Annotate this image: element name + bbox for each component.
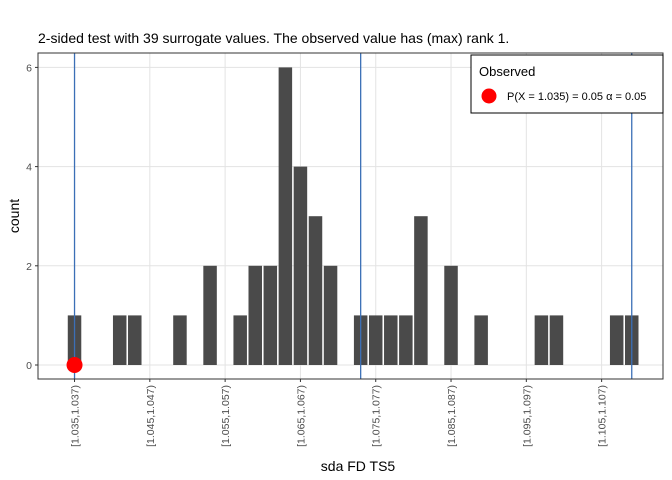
bar [474,315,488,365]
legend-key-point [481,88,497,104]
x-tick-label: [1.065,1.067) [295,385,307,447]
bar [414,216,428,365]
y-tick-label: 6 [26,62,32,74]
y-axis: 0 2 4 6 [26,62,38,372]
x-tick-label: [1.055,1.057) [220,385,232,447]
bar [128,315,142,365]
bar [549,315,564,365]
bar [248,265,262,365]
bar [173,315,187,365]
x-tick-label: [1.045,1.047) [145,385,157,447]
y-tick-label: 2 [26,261,32,273]
bar [278,67,293,366]
bars-layer [67,67,639,366]
bar [293,166,308,365]
legend-box [470,54,664,114]
bar [609,315,624,365]
bar [384,315,398,365]
bar [323,265,338,365]
x-tick-label: [1.095,1.097) [521,385,533,447]
bar [112,315,127,365]
y-tick-label: 0 [26,360,32,372]
panel-border [37,52,664,380]
x-tick-label: [1.085,1.087) [446,385,458,447]
x-axis: [1.035,1.037) [1.045,1.047) [1.055,1.057) [… [70,379,609,447]
bar [263,265,278,365]
observed-point-layer [66,357,83,373]
bar [444,265,458,365]
bar [203,265,217,365]
x-tick-label: [1.075,1.077) [371,385,383,447]
bar [534,315,549,365]
x-tick-label: [1.105,1.107) [597,385,609,447]
bar [399,315,413,365]
bar [368,315,383,365]
y-axis-title: count [6,199,22,233]
bar [233,315,247,365]
chart-title: 2-sided test with 39 surrogate values. T… [38,30,509,46]
y-tick-label: 4 [26,162,32,174]
x-tick-label: [1.035,1.037) [70,385,82,447]
bar [308,216,323,365]
legend-title: Observed [479,64,535,79]
legend-label: P(X = 1.035) = 0.05 α = 0.05 [507,91,646,103]
x-axis-title: sda FD TS5 [321,458,396,474]
observed-point [66,357,83,373]
legend: Observed P(X = 1.035) = 0.05 α = 0.05 [470,54,664,114]
